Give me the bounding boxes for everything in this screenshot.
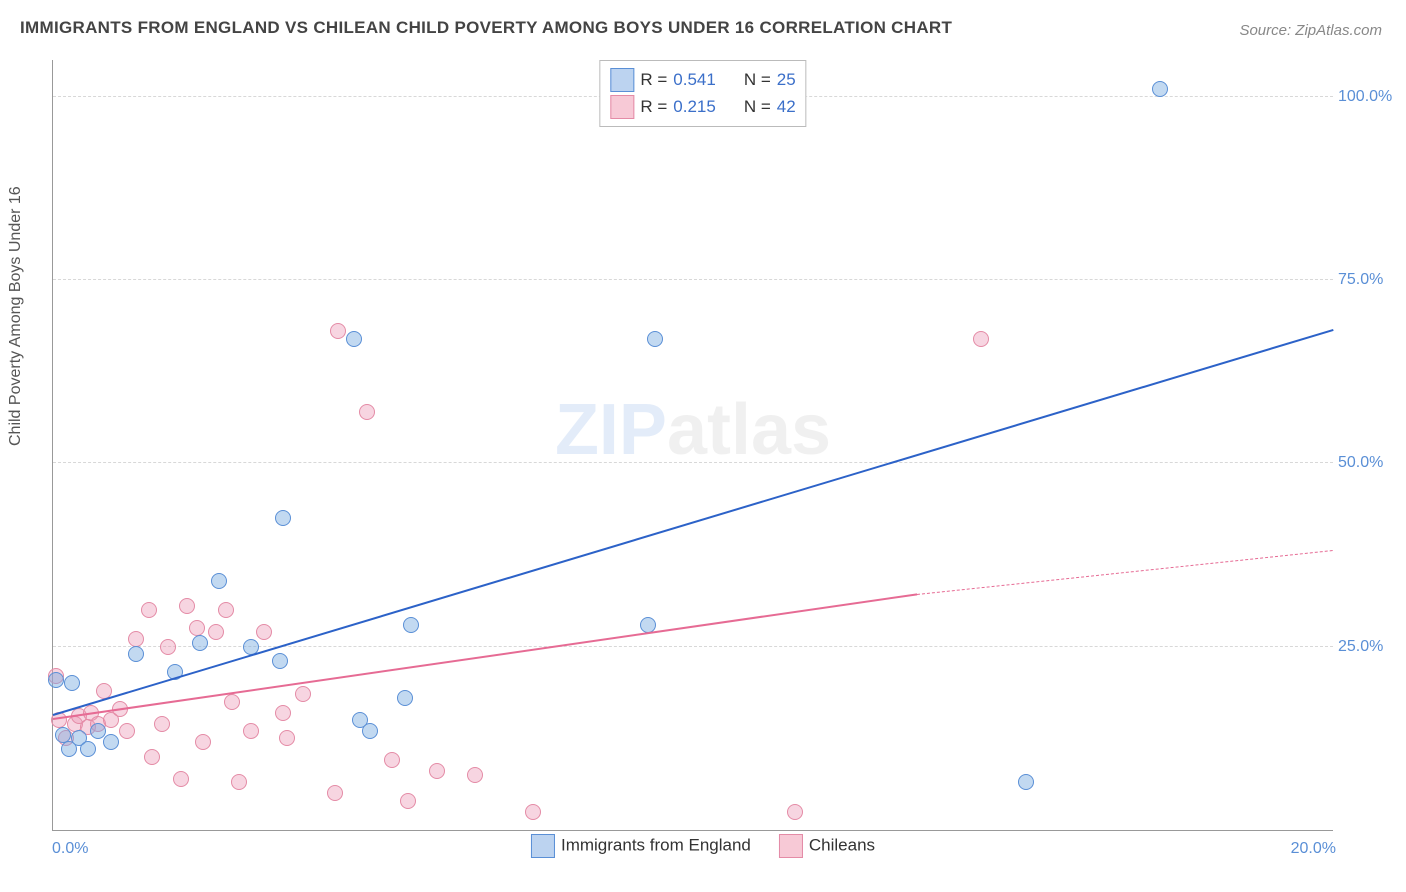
data-point xyxy=(787,804,803,820)
y-tick-label: 75.0% xyxy=(1338,271,1393,289)
plot-area: ZIPatlas 25.0%50.0%75.0%100.0% xyxy=(52,60,1333,831)
y-tick-label: 25.0% xyxy=(1338,638,1393,656)
legend-label-a: Immigrants from England xyxy=(561,835,751,854)
data-point xyxy=(208,624,224,640)
data-point xyxy=(231,774,247,790)
data-point xyxy=(55,727,71,743)
data-point xyxy=(179,598,195,614)
data-point xyxy=(359,404,375,420)
data-point xyxy=(128,631,144,647)
x-tick-left: 0.0% xyxy=(52,840,88,858)
y-axis-label: Child Poverty Among Boys Under 16 xyxy=(7,186,25,446)
data-point xyxy=(256,624,272,640)
data-point xyxy=(103,734,119,750)
chart-title: IMMIGRANTS FROM ENGLAND VS CHILEAN CHILD… xyxy=(20,18,952,38)
r-value-b: 0.215 xyxy=(673,97,716,117)
data-point xyxy=(384,752,400,768)
data-point xyxy=(211,573,227,589)
trend-line xyxy=(53,329,1334,716)
data-point xyxy=(362,723,378,739)
legend-label-b: Chileans xyxy=(809,835,875,854)
legend-swatch-b xyxy=(610,95,634,119)
legend-item-b: Chileans xyxy=(779,834,875,858)
data-point xyxy=(525,804,541,820)
legend-swatch-b-icon xyxy=(779,834,803,858)
data-point xyxy=(647,331,663,347)
data-point xyxy=(397,690,413,706)
data-point xyxy=(279,730,295,746)
data-point xyxy=(275,510,291,526)
data-point xyxy=(189,620,205,636)
data-point xyxy=(64,675,80,691)
gridline xyxy=(53,279,1333,280)
n-label: N = xyxy=(744,70,771,90)
data-point xyxy=(173,771,189,787)
legend-swatch-a-icon xyxy=(531,834,555,858)
data-point xyxy=(272,653,288,669)
legend-swatch-a xyxy=(610,68,634,92)
data-point xyxy=(154,716,170,732)
data-point xyxy=(327,785,343,801)
correlation-legend: R = 0.541 N = 25 R = 0.215 N = 42 xyxy=(599,60,806,127)
data-point xyxy=(128,646,144,662)
data-point xyxy=(973,331,989,347)
data-point xyxy=(467,767,483,783)
n-value-b: 42 xyxy=(777,97,796,117)
data-point xyxy=(295,686,311,702)
data-point xyxy=(224,694,240,710)
data-point xyxy=(119,723,135,739)
data-point xyxy=(160,639,176,655)
data-point xyxy=(243,723,259,739)
x-tick-right: 20.0% xyxy=(1291,840,1336,858)
n-value-a: 25 xyxy=(777,70,796,90)
watermark: ZIPatlas xyxy=(555,389,831,471)
legend-row-b: R = 0.215 N = 42 xyxy=(610,95,795,119)
legend-row-a: R = 0.541 N = 25 xyxy=(610,68,795,92)
data-point xyxy=(330,323,346,339)
r-label: R = xyxy=(640,97,667,117)
data-point xyxy=(48,672,64,688)
data-point xyxy=(275,705,291,721)
source-label: Source: ZipAtlas.com xyxy=(1239,22,1382,39)
r-value-a: 0.541 xyxy=(673,70,716,90)
data-point xyxy=(80,741,96,757)
trend-line xyxy=(917,550,1333,595)
data-point xyxy=(195,734,211,750)
gridline xyxy=(53,462,1333,463)
data-point xyxy=(1152,81,1168,97)
y-tick-label: 50.0% xyxy=(1338,454,1393,472)
n-label: N = xyxy=(744,97,771,117)
data-point xyxy=(192,635,208,651)
y-tick-label: 100.0% xyxy=(1338,88,1393,106)
data-point xyxy=(218,602,234,618)
data-point xyxy=(346,331,362,347)
data-point xyxy=(429,763,445,779)
r-label: R = xyxy=(640,70,667,90)
data-point xyxy=(400,793,416,809)
data-point xyxy=(141,602,157,618)
watermark-zip: ZIP xyxy=(555,390,667,470)
legend-item-a: Immigrants from England xyxy=(531,834,751,858)
series-legend: Immigrants from England Chileans xyxy=(531,834,875,858)
data-point xyxy=(403,617,419,633)
data-point xyxy=(1018,774,1034,790)
data-point xyxy=(144,749,160,765)
watermark-atlas: atlas xyxy=(667,390,831,470)
